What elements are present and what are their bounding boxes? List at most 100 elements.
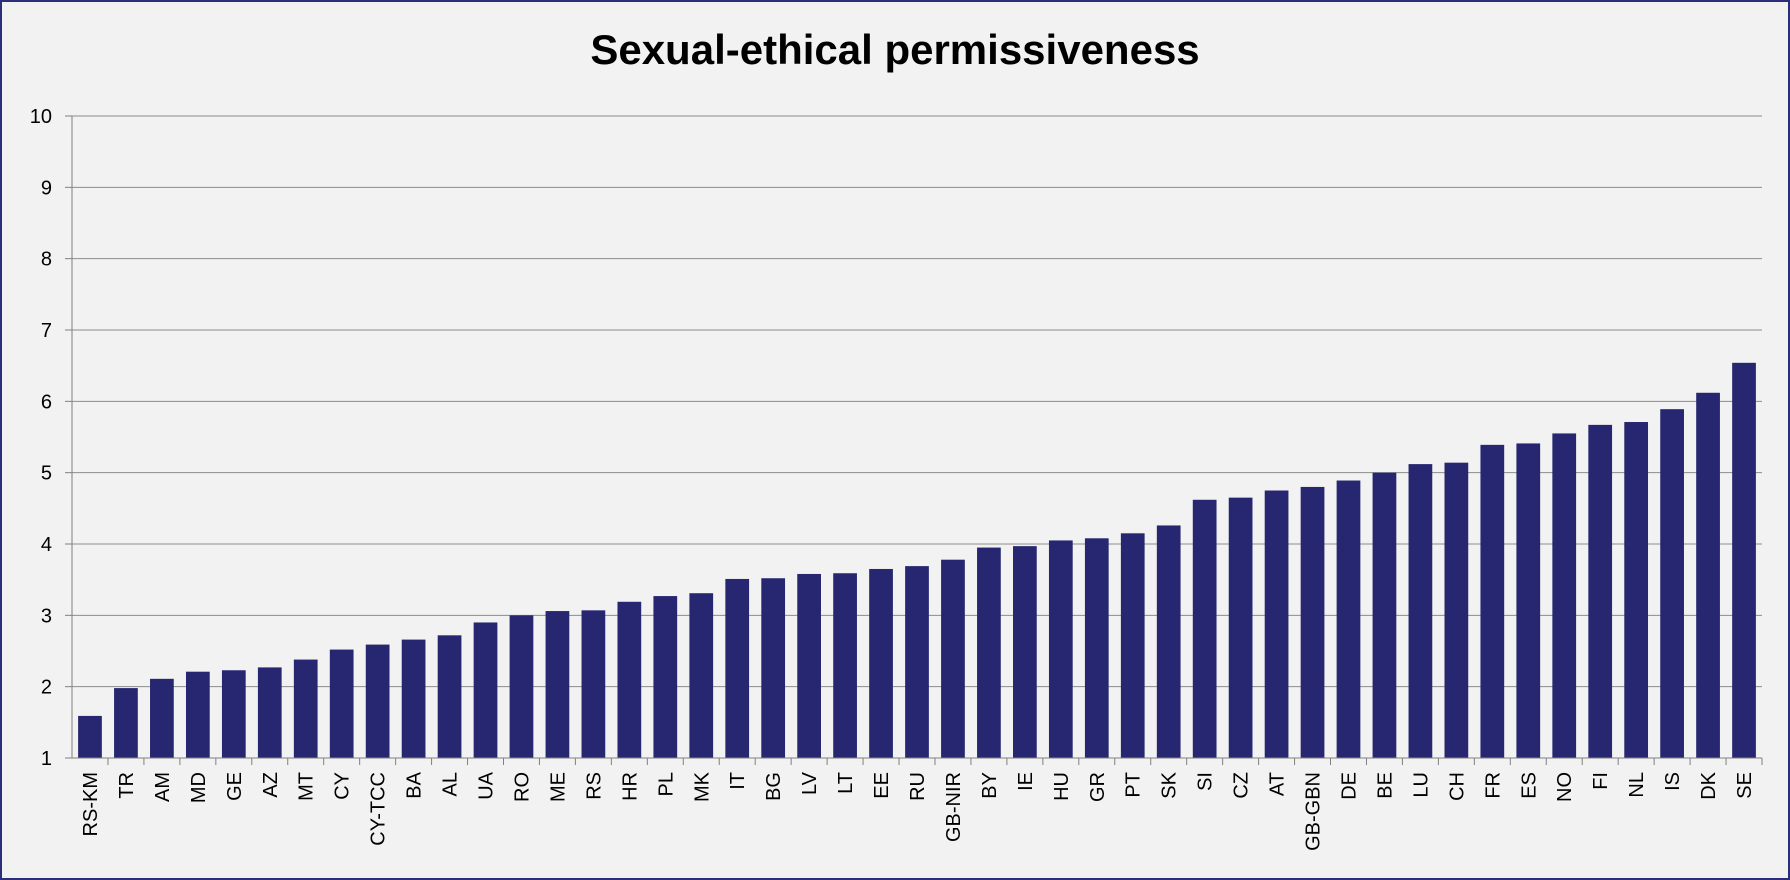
- x-tick-label: CZ: [1231, 772, 1253, 799]
- x-tick-label: FR: [1482, 772, 1504, 799]
- bar-hu: [1048, 540, 1073, 758]
- x-tick-label: CY-TCC: [368, 772, 390, 846]
- bar-am: [150, 678, 174, 758]
- bar-cy: [329, 649, 354, 758]
- x-tick-label: TR: [116, 772, 138, 799]
- y-tick-label: 8: [41, 249, 52, 271]
- bar-it: [725, 578, 750, 758]
- bar-ru: [905, 566, 929, 758]
- y-tick-label: 7: [41, 320, 52, 342]
- bar-is: [1660, 409, 1684, 758]
- x-tick-label: NL: [1626, 772, 1648, 798]
- bar-ie: [1013, 546, 1037, 758]
- bar-nl: [1624, 422, 1649, 758]
- axes: [65, 115, 1763, 765]
- bars: [78, 362, 1756, 758]
- x-tick-label: AM: [152, 772, 174, 802]
- x-tick-label: BE: [1374, 772, 1396, 799]
- x-tick-label: RU: [907, 772, 929, 801]
- bar-tr: [114, 688, 138, 758]
- x-tick-label: RS-KM: [80, 772, 102, 836]
- x-tick-label: GE: [224, 772, 246, 801]
- bar-az: [257, 667, 282, 758]
- bar-by: [977, 547, 1001, 758]
- bar-sk: [1156, 525, 1181, 758]
- bar-bg: [761, 578, 786, 758]
- x-tick-label: PT: [1123, 772, 1145, 798]
- y-tick-label: 1: [41, 748, 52, 770]
- bar-si: [1192, 499, 1217, 758]
- x-tick-label: AZ: [260, 772, 282, 798]
- bar-be: [1372, 472, 1397, 758]
- x-tick-label: IS: [1662, 772, 1684, 791]
- bar-no: [1552, 433, 1577, 758]
- bar-gr: [1084, 538, 1109, 758]
- bar-rs: [581, 610, 606, 758]
- y-tick-label: 5: [41, 463, 52, 485]
- x-tick-label: CH: [1446, 772, 1468, 801]
- x-tick-label: GB-GBN: [1303, 772, 1325, 851]
- x-tick-label: BY: [979, 772, 1001, 799]
- x-tick-label: GB-NIR: [943, 772, 965, 842]
- x-tick-label: EE: [871, 772, 893, 799]
- bar-ba: [401, 639, 426, 758]
- y-tick-label: 6: [41, 391, 52, 413]
- bar-pl: [653, 596, 678, 758]
- bar-al: [437, 635, 462, 758]
- bar-es: [1516, 443, 1541, 758]
- x-tick-label: MT: [296, 772, 318, 801]
- bar-ro: [509, 615, 534, 758]
- x-tick-label: ME: [547, 772, 569, 802]
- x-tick-label: LT: [835, 772, 857, 794]
- bar-mk: [689, 593, 714, 758]
- x-tick-label: UA: [476, 771, 498, 799]
- x-tick-label: LU: [1410, 772, 1432, 798]
- bar-ua: [473, 622, 498, 758]
- x-tick-label: AL: [440, 772, 462, 796]
- x-tick-label: DK: [1698, 771, 1720, 799]
- x-tick-label: RO: [511, 772, 533, 802]
- tick-labels: 1 2 3 4 5 6 7 8 9 10 RS-KM TR AM MD GE AZ MT CY CY-TCC BA AL…: [30, 106, 1756, 851]
- x-tick-label: MK: [691, 771, 713, 802]
- bar-ch: [1444, 462, 1469, 758]
- bar-rs-km: [78, 715, 102, 758]
- x-tick-label: IT: [727, 772, 749, 790]
- bar-md: [185, 671, 210, 758]
- bar-dk: [1696, 392, 1720, 758]
- bar-fi: [1588, 424, 1613, 758]
- bar-at: [1264, 490, 1289, 758]
- bar-pt: [1120, 533, 1145, 758]
- y-tick-label: 2: [41, 677, 52, 699]
- x-tick-label: BA: [404, 771, 426, 798]
- bar-ge: [221, 670, 246, 758]
- bar-me: [545, 611, 570, 758]
- x-tick-label: SI: [1195, 772, 1217, 791]
- x-tick-label: AT: [1267, 772, 1289, 796]
- x-tick-label: CY: [332, 772, 354, 800]
- bar-de: [1336, 480, 1361, 758]
- chart-title: Sexual-ethical permissiveness: [590, 26, 1200, 73]
- x-tick-label: MD: [188, 772, 210, 803]
- x-tick-label: DE: [1338, 772, 1360, 800]
- bar-gb-gbn: [1300, 486, 1325, 758]
- x-tick-label: HR: [619, 772, 641, 801]
- x-tick-label: HU: [1051, 772, 1073, 801]
- bar-mt: [293, 659, 318, 758]
- x-tick-label: FI: [1590, 772, 1612, 790]
- bar-cz: [1228, 497, 1253, 758]
- bar-ee: [869, 568, 893, 758]
- y-tick-label: 9: [41, 177, 52, 199]
- x-tick-label: ES: [1518, 772, 1540, 799]
- x-tick-label: PL: [655, 772, 677, 796]
- x-tick-label: LV: [799, 771, 821, 795]
- x-tick-label: RS: [583, 772, 605, 800]
- x-tick-label: IE: [1015, 772, 1037, 791]
- bar-cy-tcc: [365, 644, 390, 758]
- bar-se: [1732, 362, 1756, 758]
- x-tick-label: BG: [763, 772, 785, 801]
- bar-lu: [1408, 464, 1433, 758]
- x-tick-label: SE: [1734, 772, 1756, 799]
- bar-hr: [617, 601, 642, 758]
